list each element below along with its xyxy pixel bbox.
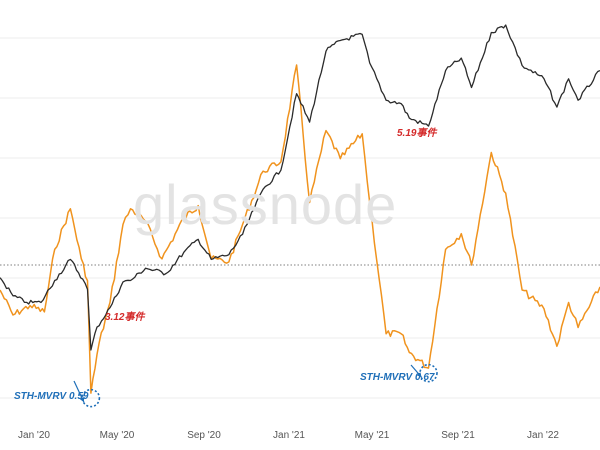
annotation-arrowhead	[416, 372, 422, 378]
watermark-logo: glassnode	[133, 173, 398, 236]
x-tick-label: Jan '22	[527, 430, 559, 441]
x-tick-label: May '20	[99, 430, 135, 441]
mvrv-label-059: STH-MVRV 0.59	[14, 391, 89, 402]
x-tick-label: Sep '20	[187, 430, 221, 441]
x-tick-label: Jan '20	[18, 430, 50, 441]
x-tick-label: May '21	[354, 430, 390, 441]
x-tick-label: Jan '21	[273, 430, 305, 441]
annotation-arrowhead	[79, 397, 85, 403]
annotation-markers	[73, 363, 438, 408]
price-series-line	[0, 24, 600, 351]
mvrv-label-067: STH-MVRV 0.67	[360, 372, 435, 383]
sth-mvrv-series-line	[0, 64, 600, 394]
event-label-519: 5.19事件	[397, 128, 437, 139]
event-label-312: 3.12事件	[105, 312, 145, 323]
series-layer	[0, 24, 600, 394]
mvrv-low-marker	[419, 363, 438, 383]
mvrv-low-marker	[81, 388, 101, 408]
x-tick-label: Sep '21	[441, 430, 475, 441]
